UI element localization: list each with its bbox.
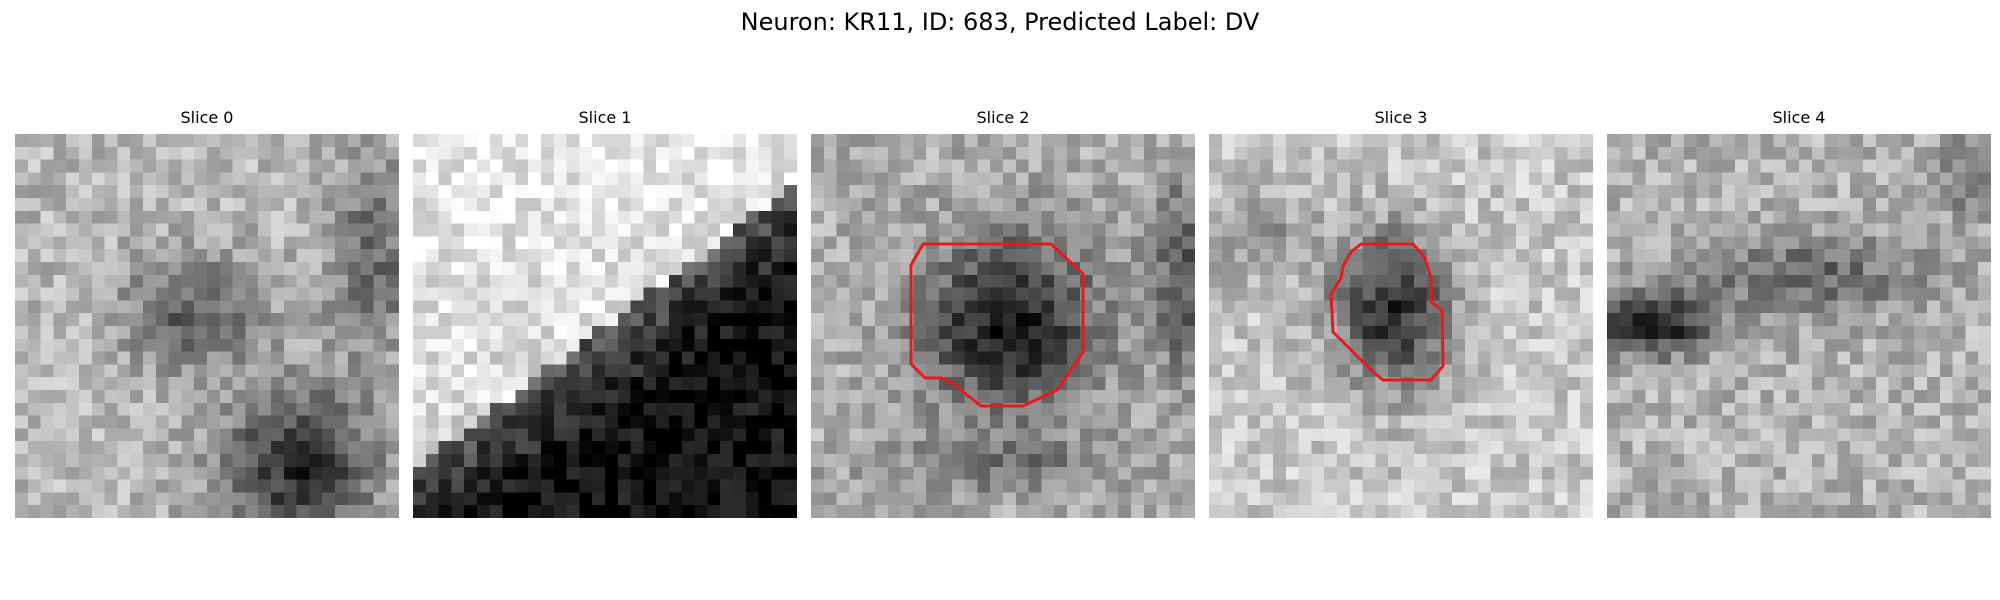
slice-panel-3: Slice 3 [1209,108,1593,518]
slice-panel-1: Slice 1 [413,108,797,518]
slice-image-1 [413,134,797,518]
slice-image-4 [1607,134,1991,518]
slice-2-contour [911,244,1083,406]
slice-image-2 [811,134,1195,518]
slice-title-4: Slice 4 [1607,108,1991,128]
slice-panel-4: Slice 4 [1607,108,1991,518]
slice-2-contour-overlay [811,134,1195,518]
slice-title-3: Slice 3 [1209,108,1593,128]
slice-title-2: Slice 2 [811,108,1195,128]
slice-title-1: Slice 1 [413,108,797,128]
slice-image-3 [1209,134,1593,518]
slice-0-pixels [15,134,399,518]
slice-image-0 [15,134,399,518]
figure-title: Neuron: KR11, ID: 683, Predicted Label: … [0,6,2000,38]
slice-panel-2: Slice 2 [811,108,1195,518]
slice-title-0: Slice 0 [15,108,399,128]
slice-1-pixels [413,134,797,518]
slice-3-contour-overlay [1209,134,1593,518]
slice-3-contour [1331,244,1443,380]
slice-panel-0: Slice 0 [15,108,399,518]
slice-4-pixels [1607,134,1991,518]
